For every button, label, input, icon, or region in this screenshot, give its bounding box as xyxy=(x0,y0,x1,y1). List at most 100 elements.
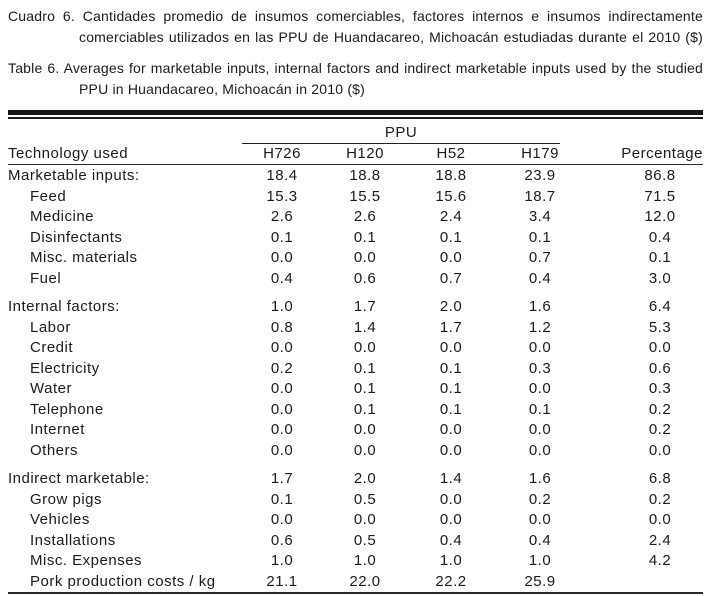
percentage-value: 6.8 xyxy=(648,470,672,487)
cell-value: 15.3 xyxy=(266,187,298,205)
cell-value: 0.0 xyxy=(528,339,552,356)
cell-value: 4.2 xyxy=(586,551,703,572)
cell-value: 0.0 xyxy=(439,421,463,438)
cell-value: 22.0 xyxy=(349,572,381,590)
cell-value: 25.9 xyxy=(524,572,556,590)
cell-value: 1.7 xyxy=(270,470,294,487)
cell-value: 18.7 xyxy=(524,187,556,205)
cell-value: 0.0 xyxy=(353,249,377,266)
table-row: Vehicles 0.0 0.0 0.0 0.0 0.0 xyxy=(8,510,703,531)
cell-value: 0.0 xyxy=(586,441,703,462)
table-row: Telephone 0.0 0.1 0.1 0.1 0.2 xyxy=(8,400,703,421)
cell-value: 0.0 xyxy=(586,338,703,359)
cell-value: 0.4 xyxy=(528,531,552,549)
cell-value: 0.1 xyxy=(439,228,463,246)
cell-value: 0.5 xyxy=(353,531,377,549)
percentage-value: 0.0 xyxy=(648,441,672,459)
row-label: Feed xyxy=(30,187,67,205)
cell-value: 1.4 xyxy=(439,470,463,487)
cell-value: 0.0 xyxy=(353,441,377,459)
cell-value: 5.3 xyxy=(586,318,703,339)
cell-value: 2.4 xyxy=(586,531,703,552)
table-body: Marketable inputs: 18.4 18.8 18.8 23.9 86.8 Fe… xyxy=(8,165,703,592)
cell-value: 0.4 xyxy=(439,531,463,549)
cell-value: 0.4 xyxy=(586,228,703,249)
cell-value: 0.1 xyxy=(353,380,377,397)
cell-value: 15.6 xyxy=(435,187,467,205)
cell-value: 0.0 xyxy=(439,490,463,508)
row-label: Internet xyxy=(30,421,85,438)
cell-value: 23.9 xyxy=(524,167,556,184)
cell-value: 0.0 xyxy=(270,441,294,459)
cell-value: 0.1 xyxy=(586,248,703,269)
cell-value xyxy=(586,572,703,593)
cell-value: 0.1 xyxy=(528,400,552,418)
cell-value: 0.2 xyxy=(270,359,294,377)
cell-value: 0.0 xyxy=(586,510,703,531)
cell-value: 0.1 xyxy=(353,359,377,377)
cell-value: 0.0 xyxy=(528,380,552,397)
table-row: Grow pigs 0.1 0.5 0.0 0.2 0.2 xyxy=(8,490,703,511)
table-row: Indirect marketable: 1.7 2.0 1.4 1.6 6.8 xyxy=(8,469,703,490)
cell-value: 0.1 xyxy=(439,380,463,397)
cell-value: 6.8 xyxy=(586,469,703,490)
row-label: Indirect marketable: xyxy=(8,470,150,487)
cell-value: 0.5 xyxy=(353,490,377,508)
percentage-value: 0.2 xyxy=(648,490,672,508)
cell-value: 0.3 xyxy=(586,379,703,400)
table-row: Misc. Expenses 1.0 1.0 1.0 1.0 4.2 xyxy=(8,551,703,572)
cell-value: 21.1 xyxy=(266,572,298,590)
cell-value: 0.2 xyxy=(586,400,703,421)
cell-value: 1.7 xyxy=(439,318,463,336)
caption-english-line-1: Table 6. Averages for marketable inputs,… xyxy=(8,60,703,76)
document-page: Cuadro 6. Cantidades promedio de insumos… xyxy=(0,6,711,594)
cell-value: 15.5 xyxy=(349,187,381,205)
cell-value: 1.0 xyxy=(528,552,552,569)
cell-value: 0.0 xyxy=(439,441,463,459)
column-header-row: Technology used H726 H120 H52 H179 Perce… xyxy=(8,144,703,164)
cell-value: 0.7 xyxy=(528,249,552,266)
percentage-value: 0.0 xyxy=(648,339,672,356)
cell-value: 18.8 xyxy=(435,167,467,184)
cell-value: 0.1 xyxy=(353,400,377,418)
cell-value: 0.0 xyxy=(439,339,463,356)
row-label: Labor xyxy=(30,318,71,336)
percentage-value: 12.0 xyxy=(644,208,676,225)
column-header-technology-used: Technology used xyxy=(8,145,129,162)
table-row: Internet 0.0 0.0 0.0 0.0 0.2 xyxy=(8,420,703,441)
cell-value: 0.0 xyxy=(353,421,377,438)
table-row: Installations 0.6 0.5 0.4 0.4 2.4 xyxy=(8,531,703,552)
table-row: Credit 0.0 0.0 0.0 0.0 0.0 xyxy=(8,338,703,359)
percentage-value: 86.8 xyxy=(644,167,676,184)
cell-value: 0.0 xyxy=(439,511,463,528)
caption-spanish-line-2: comerciables utilizados en las PPU de Hu… xyxy=(79,29,703,45)
percentage-value: 6.4 xyxy=(648,298,672,315)
cell-value: 3.4 xyxy=(528,208,552,225)
caption-spanish-line-1: Cuadro 6. Cantidades promedio de insumos… xyxy=(8,8,703,24)
cell-value: 22.2 xyxy=(435,572,467,590)
cell-value: 0.2 xyxy=(586,490,703,511)
row-label: Marketable inputs: xyxy=(8,167,140,184)
row-label: Disinfectants xyxy=(30,228,123,246)
table-section: Internal factors: 1.0 1.7 2.0 1.6 6.4 Labor 0.8… xyxy=(8,297,703,461)
percentage-value: 0.3 xyxy=(648,380,672,397)
cell-value: 1.6 xyxy=(528,470,552,487)
cell-value: 18.8 xyxy=(349,167,381,184)
table-header-rule xyxy=(8,164,703,165)
row-label: Water xyxy=(30,380,72,397)
row-label: Internal factors: xyxy=(8,298,120,315)
cell-value: 0.0 xyxy=(270,400,294,418)
cell-value: 12.0 xyxy=(586,207,703,228)
cell-value: 2.0 xyxy=(439,298,463,315)
percentage-value: 0.1 xyxy=(648,249,672,266)
cell-value: 71.5 xyxy=(586,187,703,208)
column-header-h726: H726 xyxy=(263,145,301,162)
cell-value: 6.4 xyxy=(586,297,703,318)
cell-value: 0.0 xyxy=(270,421,294,438)
cell-value: 0.0 xyxy=(270,511,294,528)
row-label: Fuel xyxy=(30,269,62,287)
cell-value: 2.6 xyxy=(353,208,377,225)
cell-value: 0.1 xyxy=(270,490,294,508)
percentage-value: 0.6 xyxy=(648,359,672,377)
row-label: Others xyxy=(30,441,79,459)
